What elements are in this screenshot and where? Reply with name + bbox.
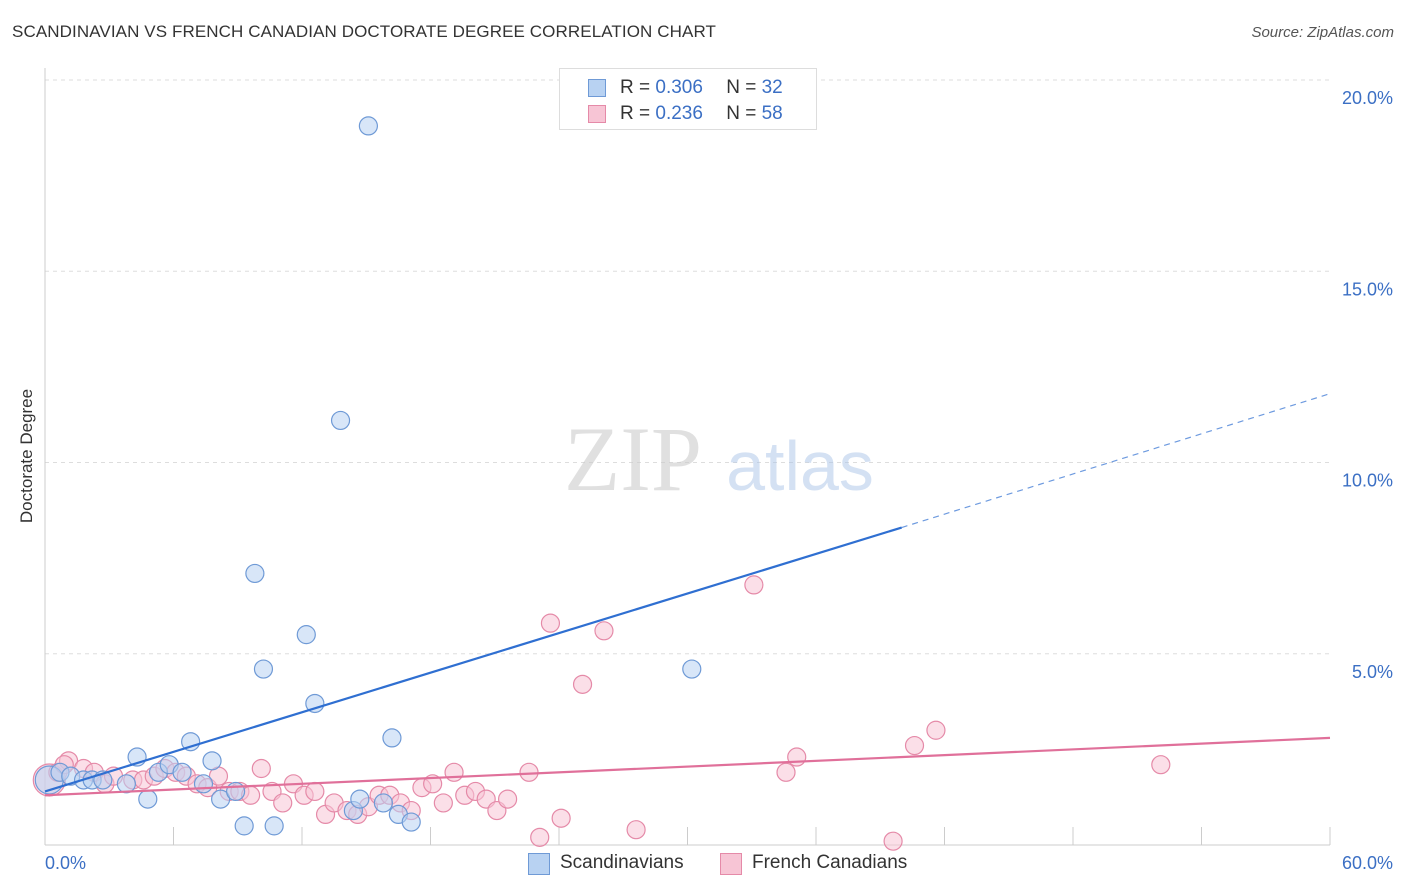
scandinavians-point: [202, 751, 222, 771]
x-tick-label: 60.0%: [1342, 853, 1393, 873]
scandinavians-point: [401, 812, 421, 832]
n-value: 58: [761, 103, 783, 124]
french-canadians-point: [776, 762, 796, 782]
legend-label: French Canadians: [752, 852, 908, 873]
scandinavians-point: [211, 789, 231, 809]
scandinavians-point: [226, 781, 246, 802]
scandinavians-point: [682, 659, 702, 679]
n-label: N =: [726, 77, 757, 98]
r-value: 0.306: [655, 77, 703, 98]
scandinavians-point: [382, 728, 402, 748]
french-canadians-point: [530, 827, 550, 847]
french-canadians-point: [594, 621, 614, 641]
french-canadians-point: [883, 831, 903, 851]
scandinavians-point: [138, 789, 158, 809]
french-canadians-point: [926, 720, 946, 740]
blue-swatch: [528, 853, 550, 875]
french-canadians-point: [1151, 755, 1171, 775]
watermark-atlas: atlas: [726, 427, 874, 505]
french-canadians-point: [273, 793, 293, 813]
legend-label: Scandinavians: [560, 852, 684, 873]
scandinavians-point: [172, 762, 192, 782]
axes: [44, 68, 1331, 846]
r-label: R =: [620, 77, 651, 98]
tick-labels: 5.0% 10.0% 15.0% 20.0% 0.0% 60.0%: [45, 88, 1393, 873]
scandinavians-point: [358, 116, 378, 136]
gridlines: [45, 79, 1330, 655]
y-tick-label: 10.0%: [1342, 471, 1393, 491]
scandinavians-point: [350, 789, 370, 809]
blue-swatch: [588, 79, 606, 97]
pink-swatch: [588, 105, 606, 123]
watermark-zip: ZIP: [564, 408, 702, 510]
scandinavians-point: [373, 793, 393, 813]
scandinavians-point: [193, 774, 214, 794]
french-canadians-point: [572, 674, 593, 694]
scandinavians-point: [234, 816, 254, 836]
watermark: ZIP atlas: [564, 408, 874, 510]
n-label: N =: [726, 103, 757, 124]
french-canadians-point: [744, 575, 764, 595]
french-canadians-point: [787, 747, 807, 767]
chart-title: SCANDINAVIAN VS FRENCH CANADIAN DOCTORAT…: [12, 22, 717, 41]
y-axis-label: Doctorate Degree: [17, 388, 36, 524]
pink-swatch: [720, 853, 742, 875]
scandinavians-point: [296, 625, 316, 645]
french-canadians-trendline: [44, 736, 1331, 797]
scandinavians-point: [330, 410, 351, 431]
french-canadians-points: [32, 575, 1171, 851]
french-canadians-point: [444, 762, 464, 782]
french-canadians-point: [305, 781, 325, 802]
french-canadians-point: [433, 793, 453, 813]
scandinavians-point: [245, 563, 265, 584]
source-label: Source: ZipAtlas.com: [1251, 24, 1394, 41]
scandinavians-point: [253, 659, 274, 679]
r-label: R =: [620, 103, 651, 124]
french-canadians-point: [626, 820, 646, 840]
y-tick-label: 5.0%: [1352, 662, 1393, 682]
y-tick-label: 15.0%: [1342, 279, 1393, 299]
trendlines: [44, 393, 1331, 797]
n-value: 32: [761, 77, 783, 98]
scandinavians-trendline: [44, 526, 902, 793]
french-canadians-point: [540, 613, 561, 633]
french-canadians-point: [498, 789, 518, 809]
french-canadians-point: [904, 735, 925, 756]
scandinavians-trendline-extension: [901, 393, 1331, 529]
scandinavians-point: [116, 774, 136, 794]
french-canadians-point: [551, 808, 571, 828]
french-canadians-point: [423, 774, 443, 794]
scandinavians-point: [264, 816, 284, 836]
stats-legend: R = 0.306 N = 32 R = 0.236 N = 58: [559, 68, 817, 130]
y-tick-label: 20.0%: [1342, 88, 1393, 108]
x-tick-label: 0.0%: [45, 853, 86, 873]
r-value: 0.236: [655, 103, 703, 124]
french-canadians-point: [251, 758, 271, 779]
